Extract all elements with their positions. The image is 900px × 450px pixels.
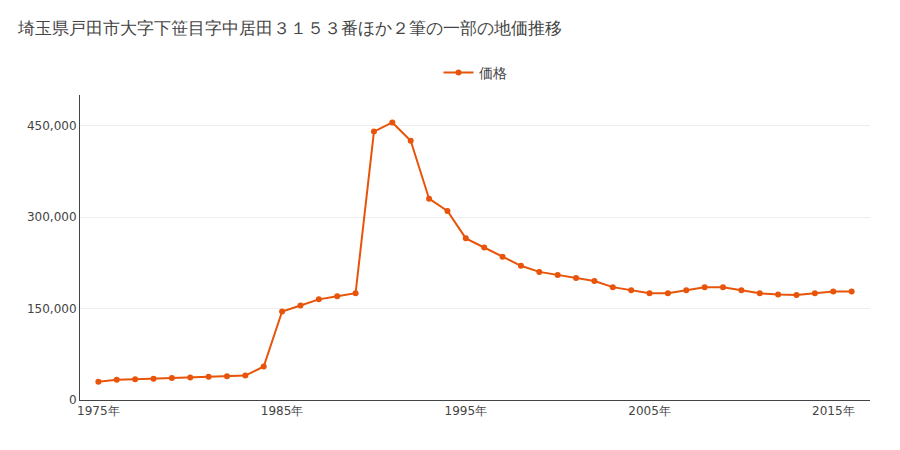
svg-text:2015年: 2015年 xyxy=(812,404,855,418)
svg-text:価格: 価格 xyxy=(479,65,507,81)
svg-text:1975年: 1975年 xyxy=(77,404,120,418)
svg-text:0: 0 xyxy=(69,393,77,407)
svg-text:1985年: 1985年 xyxy=(261,404,304,418)
svg-text:1995年: 1995年 xyxy=(445,404,488,418)
svg-text:450,000: 450,000 xyxy=(27,119,77,133)
svg-text:150,000: 150,000 xyxy=(27,302,77,316)
svg-text:埼玉県戸田市大字下笹目字中居田３１５３番ほか２筆の一部の地価: 埼玉県戸田市大字下笹目字中居田３１５３番ほか２筆の一部の地価推移 xyxy=(17,18,562,38)
svg-text:300,000: 300,000 xyxy=(27,210,77,224)
svg-text:2005年: 2005年 xyxy=(628,404,671,418)
